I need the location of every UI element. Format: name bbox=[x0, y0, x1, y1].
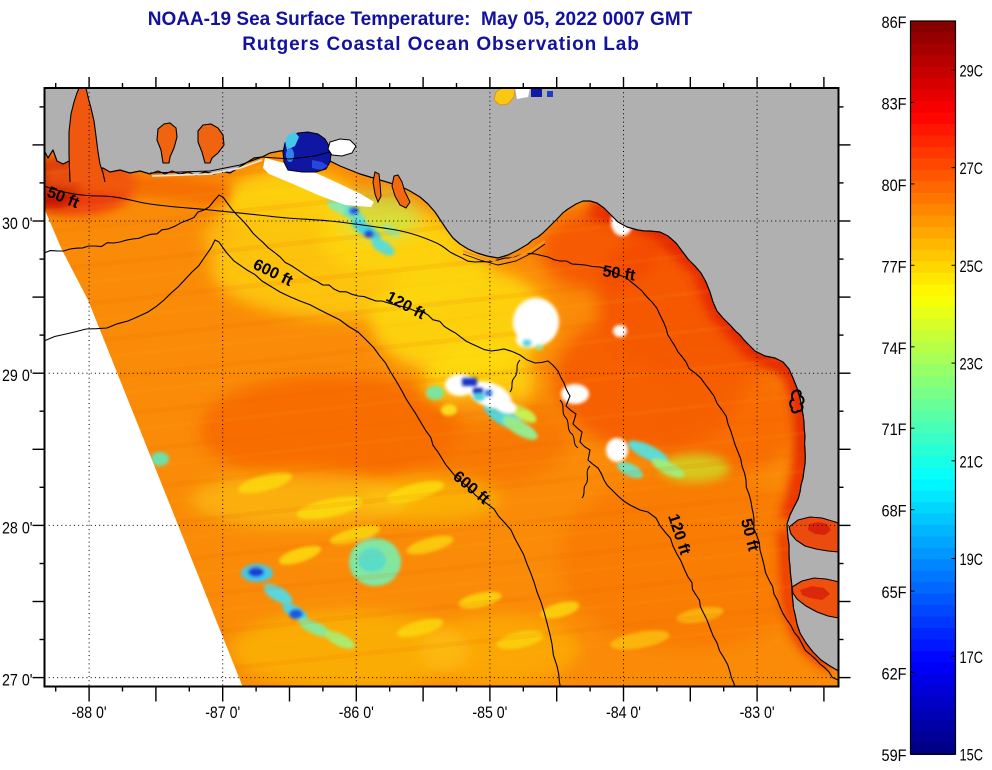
svg-text:-84 0': -84 0' bbox=[606, 703, 641, 722]
svg-text:-83 0': -83 0' bbox=[740, 703, 775, 722]
svg-text:50 ft: 50 ft bbox=[601, 263, 637, 285]
svg-text:15C: 15C bbox=[960, 746, 984, 765]
svg-text:-87 0': -87 0' bbox=[205, 703, 240, 722]
svg-text:59F: 59F bbox=[882, 746, 907, 765]
svg-text:77F: 77F bbox=[882, 257, 907, 276]
svg-text:68F: 68F bbox=[882, 502, 907, 521]
svg-text:-86 0': -86 0' bbox=[339, 703, 374, 722]
svg-text:71F: 71F bbox=[882, 420, 907, 439]
svg-text:74F: 74F bbox=[882, 339, 907, 358]
svg-text:17C: 17C bbox=[960, 648, 984, 667]
svg-text:27 0': 27 0' bbox=[2, 671, 33, 690]
svg-text:21C: 21C bbox=[960, 452, 984, 471]
svg-text:86F: 86F bbox=[882, 13, 907, 32]
svg-text:27C: 27C bbox=[960, 159, 984, 178]
svg-text:23C: 23C bbox=[960, 355, 984, 374]
svg-text:-85 0': -85 0' bbox=[472, 703, 507, 722]
svg-text:29 0': 29 0' bbox=[2, 366, 33, 385]
svg-text:30 0': 30 0' bbox=[2, 214, 33, 233]
svg-text:-88 0': -88 0' bbox=[72, 703, 107, 722]
svg-text:62F: 62F bbox=[882, 665, 907, 684]
svg-text:19C: 19C bbox=[960, 550, 984, 569]
svg-text:25C: 25C bbox=[960, 257, 984, 276]
svg-text:29C: 29C bbox=[960, 61, 984, 80]
svg-text:65F: 65F bbox=[882, 583, 907, 602]
svg-text:83F: 83F bbox=[882, 94, 907, 113]
svg-text:80F: 80F bbox=[882, 176, 907, 195]
svg-text:28 0': 28 0' bbox=[2, 518, 33, 537]
